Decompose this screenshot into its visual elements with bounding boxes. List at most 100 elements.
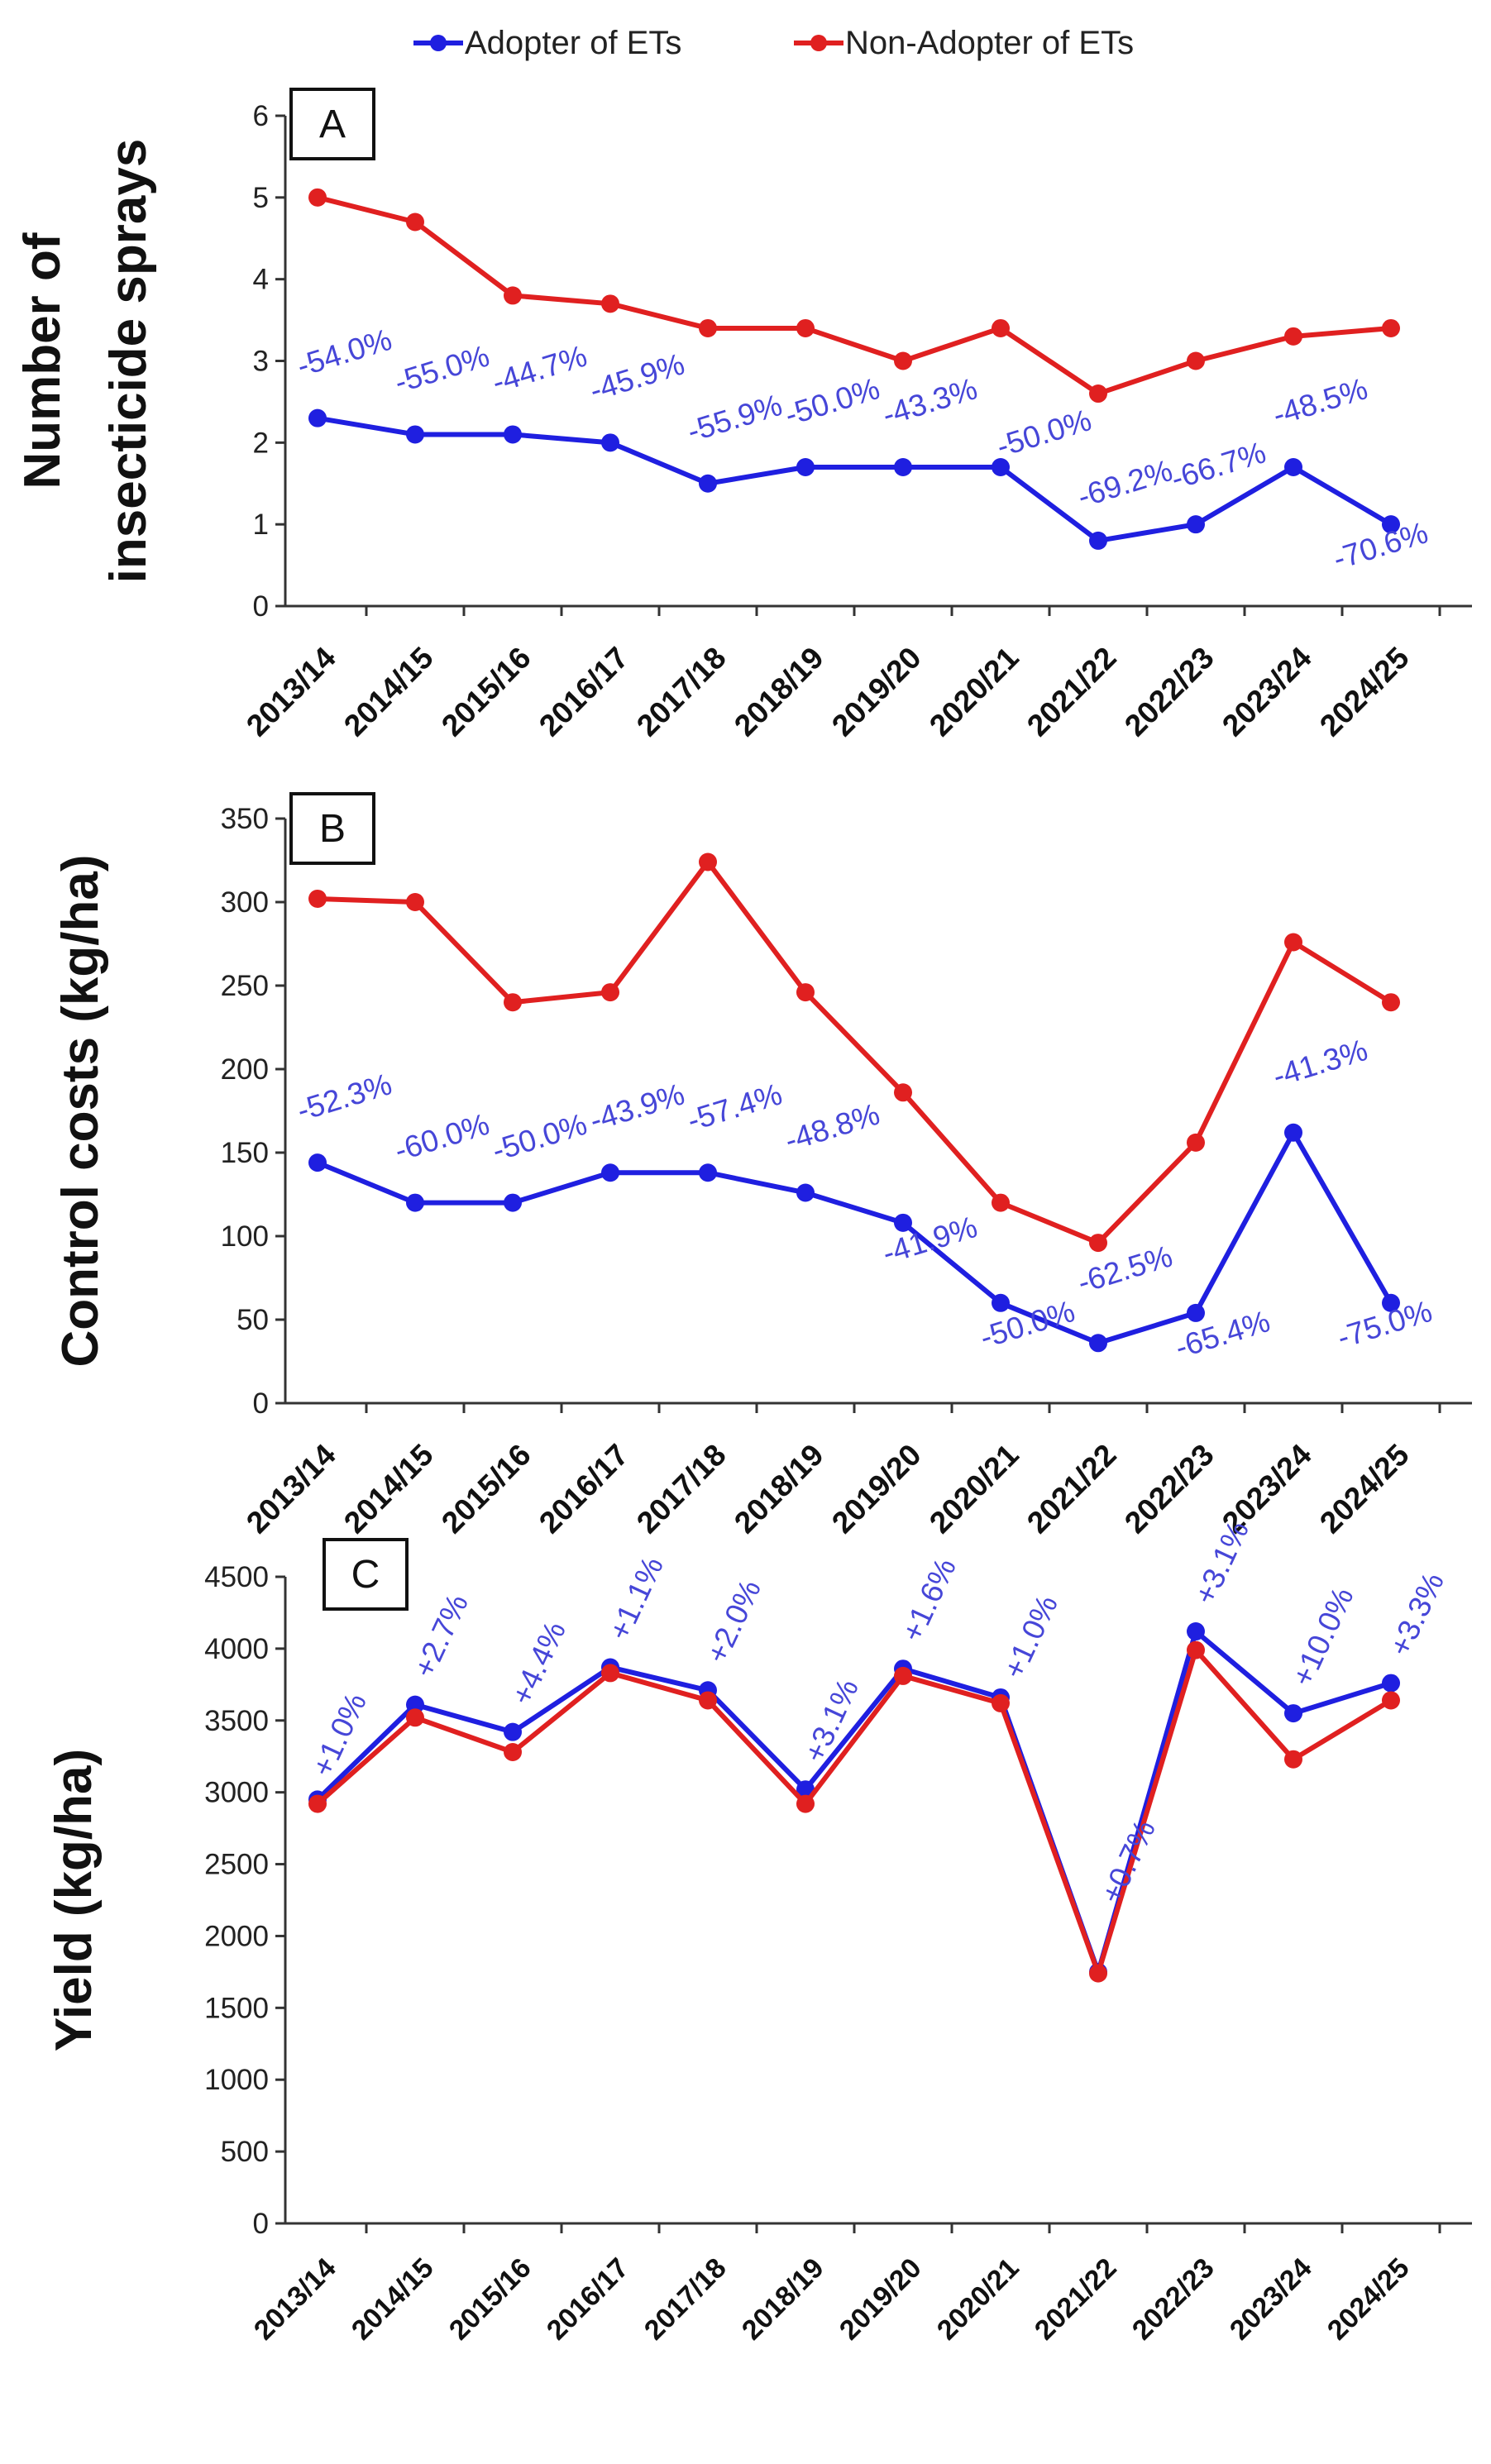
panel-c-x-category-label: 2024/25	[1321, 2252, 1416, 2347]
panel-a-non-adopter-point	[992, 318, 1010, 337]
panel-c-y-tick-label: 3000	[204, 1777, 269, 1809]
panel-c-non-adopter-point	[1382, 1691, 1400, 1710]
panel-c-panel-label-box	[323, 1538, 409, 1611]
panel-a-adopter-line	[317, 415, 1393, 543]
panel-a-y-axis-title: insecticide sprays	[100, 139, 157, 584]
panel-a-non-adopter-point	[406, 212, 424, 232]
panel-a-percent-label: -45.9%	[585, 346, 688, 407]
panel-a-percent-label: -43.3%	[878, 371, 981, 432]
panel-b-adopter-point	[1284, 1123, 1302, 1142]
panel-a-y-tick-label: 0	[253, 590, 269, 623]
legend-marker-non-adopter	[810, 35, 827, 51]
panel-b-x-category-label: 2017/18	[630, 1438, 733, 1540]
panel-c-percent-label: +3.1%	[797, 1674, 865, 1767]
panel-a-percent-label: -70.6%	[1329, 515, 1431, 575]
panel-b-non-adopter-point	[796, 983, 815, 1002]
panel-c-non-adopter-point	[308, 1794, 327, 1813]
panel-c-adopter-point	[1382, 1674, 1400, 1693]
panel-b-y-tick-label: 200	[221, 1053, 269, 1086]
panel-a-percent-label: -55.0%	[390, 339, 493, 399]
panel-c-x-category-label: 2017/18	[638, 2252, 733, 2347]
panel-c-adopter-point	[406, 1695, 424, 1714]
panel-b-non-adopter-point	[992, 1193, 1010, 1212]
panel-b-x-category-label: 2016/17	[533, 1438, 635, 1540]
panel-a-percent-label: -50.0%	[992, 403, 1095, 463]
panel-b-y-tick-label: 250	[221, 970, 269, 1002]
panel-b-x-category-label: 2019/20	[825, 1438, 928, 1540]
panel-a-adopter-point	[504, 425, 522, 444]
panel-a-x-category-label: 2018/19	[728, 641, 830, 743]
panel-b-percent-label: -48.8%	[781, 1097, 883, 1158]
panel-c-percent-label: +1.1%	[602, 1552, 670, 1645]
panel-c-percent-label: +1.6%	[895, 1553, 963, 1646]
panel-a-y-tick-label: 3	[253, 346, 269, 378]
panel-a-non-adopter-point	[1089, 384, 1107, 404]
panel-b-non-adopter-point	[1089, 1234, 1107, 1253]
panel-a-non-adopter-point	[894, 351, 912, 370]
panel-a-x-category-label: 2024/25	[1313, 641, 1416, 743]
panel-c-non-adopter-point	[992, 1693, 1010, 1712]
panel-b-percent-label: -52.3%	[293, 1067, 395, 1127]
panel-c-x-category-label: 2015/16	[443, 2252, 538, 2347]
panel-c-percent-label: +1.0%	[996, 1590, 1064, 1683]
panel-b-adopter-point	[992, 1293, 1010, 1312]
panel-a-percent-label: -54.0%	[293, 322, 395, 383]
panel-a-x-category-label: 2020/21	[923, 641, 1025, 743]
panel-b-percent-label: -65.4%	[1171, 1304, 1274, 1364]
panel-a-panel-letter: A	[319, 103, 346, 146]
panel-c-percent-label: +2.0%	[700, 1574, 767, 1668]
panel-c-x-category-label: 2014/15	[346, 2252, 440, 2347]
panel-c-x-category-label: 2023/24	[1224, 2252, 1318, 2347]
panel-a-x-category-label: 2022/23	[1118, 641, 1221, 743]
panel-c-non-adopter-point	[1089, 1964, 1107, 1983]
panel-a-y-axis-title: Number of	[14, 232, 71, 489]
panel-c-y-tick-label: 2500	[204, 1849, 269, 1881]
panel-a-adopter-point	[406, 425, 424, 444]
panel-b-percent-label: -41.3%	[1269, 1033, 1371, 1093]
panel-c-non-adopter-point	[894, 1666, 912, 1685]
panel-b-x-category-label: 2022/23	[1118, 1438, 1221, 1540]
panel-b-adopter-point	[406, 1193, 424, 1212]
panel-a-x-category-label: 2016/17	[533, 641, 635, 743]
legend-label-non-adopter: Non-Adopter of ETs	[845, 25, 1134, 61]
panel-b-x-category-label: 2024/25	[1313, 1438, 1416, 1540]
panel-b-non-adopter-point	[308, 889, 327, 908]
panel-a-non-adopter-point	[1284, 327, 1302, 346]
panel-a-percent-label: -44.7%	[488, 339, 590, 399]
panel-a-non-adopter-point	[796, 318, 815, 337]
panel-b-adopter-point	[796, 1183, 815, 1202]
panel-a-x-category-label: 2013/14	[240, 640, 342, 743]
panel-c-y-axis-title: Yield (kg/ha)	[45, 1749, 103, 2051]
panel-b-percent-label: -43.9%	[585, 1077, 688, 1137]
panel-c-percent-label: +10.0%	[1285, 1582, 1360, 1691]
panel-b-percent-label: -60.0%	[390, 1107, 493, 1168]
panel-b-non-adopter-point	[1284, 933, 1302, 952]
panel-c-adopter-point	[504, 1722, 522, 1741]
panel-b-chart: 0 50 100 150 200 250 300 350 2013/142014/152015/…	[52, 792, 1472, 1540]
panel-b-panel-label-box	[289, 792, 375, 865]
panel-c-panel-letter: C	[351, 1553, 380, 1597]
panel-a-percent-label: -48.5%	[1269, 371, 1371, 432]
panel-b-non-adopter-point	[1382, 993, 1400, 1012]
panel-b-non-adopter-point	[504, 993, 522, 1012]
legend-marker-adopter	[430, 35, 447, 51]
panel-b-x-category-label: 2014/15	[337, 1438, 440, 1540]
panel-a-adopter-point	[1284, 457, 1302, 476]
panel-b-y-tick-label: 300	[221, 886, 269, 919]
panel-a-non-adopter-point	[1187, 351, 1205, 370]
panel-c-y-tick-label: 2000	[204, 1920, 269, 1952]
panel-a-non-adopter-point	[504, 286, 522, 305]
panel-a-panel-label-box	[289, 88, 375, 160]
panel-c-non-adopter-point	[406, 1708, 424, 1727]
panel-b-adopter-point	[699, 1163, 717, 1182]
panel-a-adopter-point	[894, 457, 912, 476]
panel-c-y-tick-label: 0	[253, 2208, 269, 2240]
panel-a-non-adopter-point	[1382, 318, 1400, 337]
panel-a-y-tick-label: 6	[253, 100, 269, 132]
panel-b-adopter-point	[308, 1153, 327, 1172]
panel-a-x-category-label: 2021/22	[1020, 641, 1123, 743]
panel-c-percent-label: +3.3%	[1383, 1568, 1450, 1661]
panel-a-percent-label: -66.7%	[1167, 435, 1269, 495]
panel-b-panel-letter: B	[319, 807, 346, 851]
panel-b-x-category-label: 2013/14	[240, 1437, 342, 1540]
